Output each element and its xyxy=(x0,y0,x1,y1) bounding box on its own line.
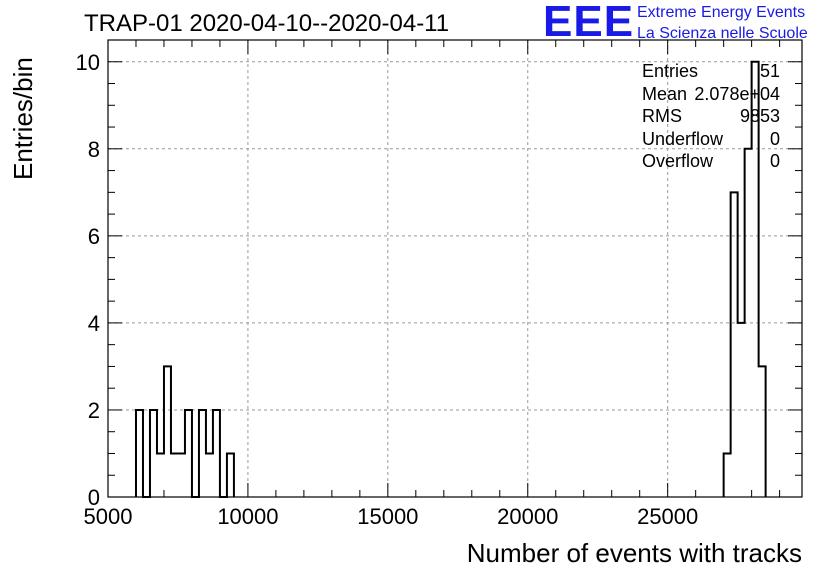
y-tick-label: 8 xyxy=(88,137,100,162)
histogram-bars xyxy=(134,365,235,498)
x-tick-label: 20000 xyxy=(497,504,558,529)
y-tick-label: 4 xyxy=(88,311,100,336)
stat-label: RMS xyxy=(642,106,682,126)
stat-row-underflow: Underflow 0 xyxy=(642,128,780,151)
x-tick-label: 10000 xyxy=(217,504,278,529)
stat-row-entries: Entries 51 xyxy=(642,60,780,83)
stat-row-rms: RMS 9853 xyxy=(642,105,780,128)
plot-frame xyxy=(107,39,803,498)
stat-value: 0 xyxy=(769,128,780,149)
stat-value: 51 xyxy=(759,61,780,81)
chart-title: TRAP-01 2020-04-10--2020-04-11 xyxy=(84,10,450,37)
x-tick-label: 25000 xyxy=(637,504,698,529)
stats-box: Entries 51 Mean 2.078e+04 RMS 9853 Under… xyxy=(642,60,780,173)
stat-value: 9853 xyxy=(739,106,780,126)
x-tick-label: 5000 xyxy=(84,504,133,529)
x-axis-label: Number of events with tracks xyxy=(466,538,802,568)
logo-line-1: Extreme Energy Events xyxy=(637,4,806,21)
x-tick-label: 15000 xyxy=(357,504,418,529)
y-tick-label: 0 xyxy=(88,485,100,510)
stat-value: 0 xyxy=(769,151,780,171)
y-tick-label: 10 xyxy=(76,50,100,75)
y-tick-label: 2 xyxy=(88,398,100,423)
y-tick-label: 6 xyxy=(88,224,100,249)
histogram-bars xyxy=(722,60,767,497)
y-axis-label: Entries/bin xyxy=(8,57,38,180)
stat-label: Entries xyxy=(642,61,699,81)
stat-row-overflow: Overflow 0 xyxy=(642,150,780,173)
stat-label: Mean xyxy=(642,83,688,104)
eee-logo: EEE xyxy=(543,0,635,46)
stat-label: Underflow xyxy=(642,128,724,149)
stat-label: Overflow xyxy=(642,151,714,171)
logo-line-2: La Scienza nelle Scuole xyxy=(637,25,808,42)
stat-value: 2.078e+04 xyxy=(694,83,780,104)
stat-row-mean: Mean 2.078e+04 xyxy=(642,83,780,106)
